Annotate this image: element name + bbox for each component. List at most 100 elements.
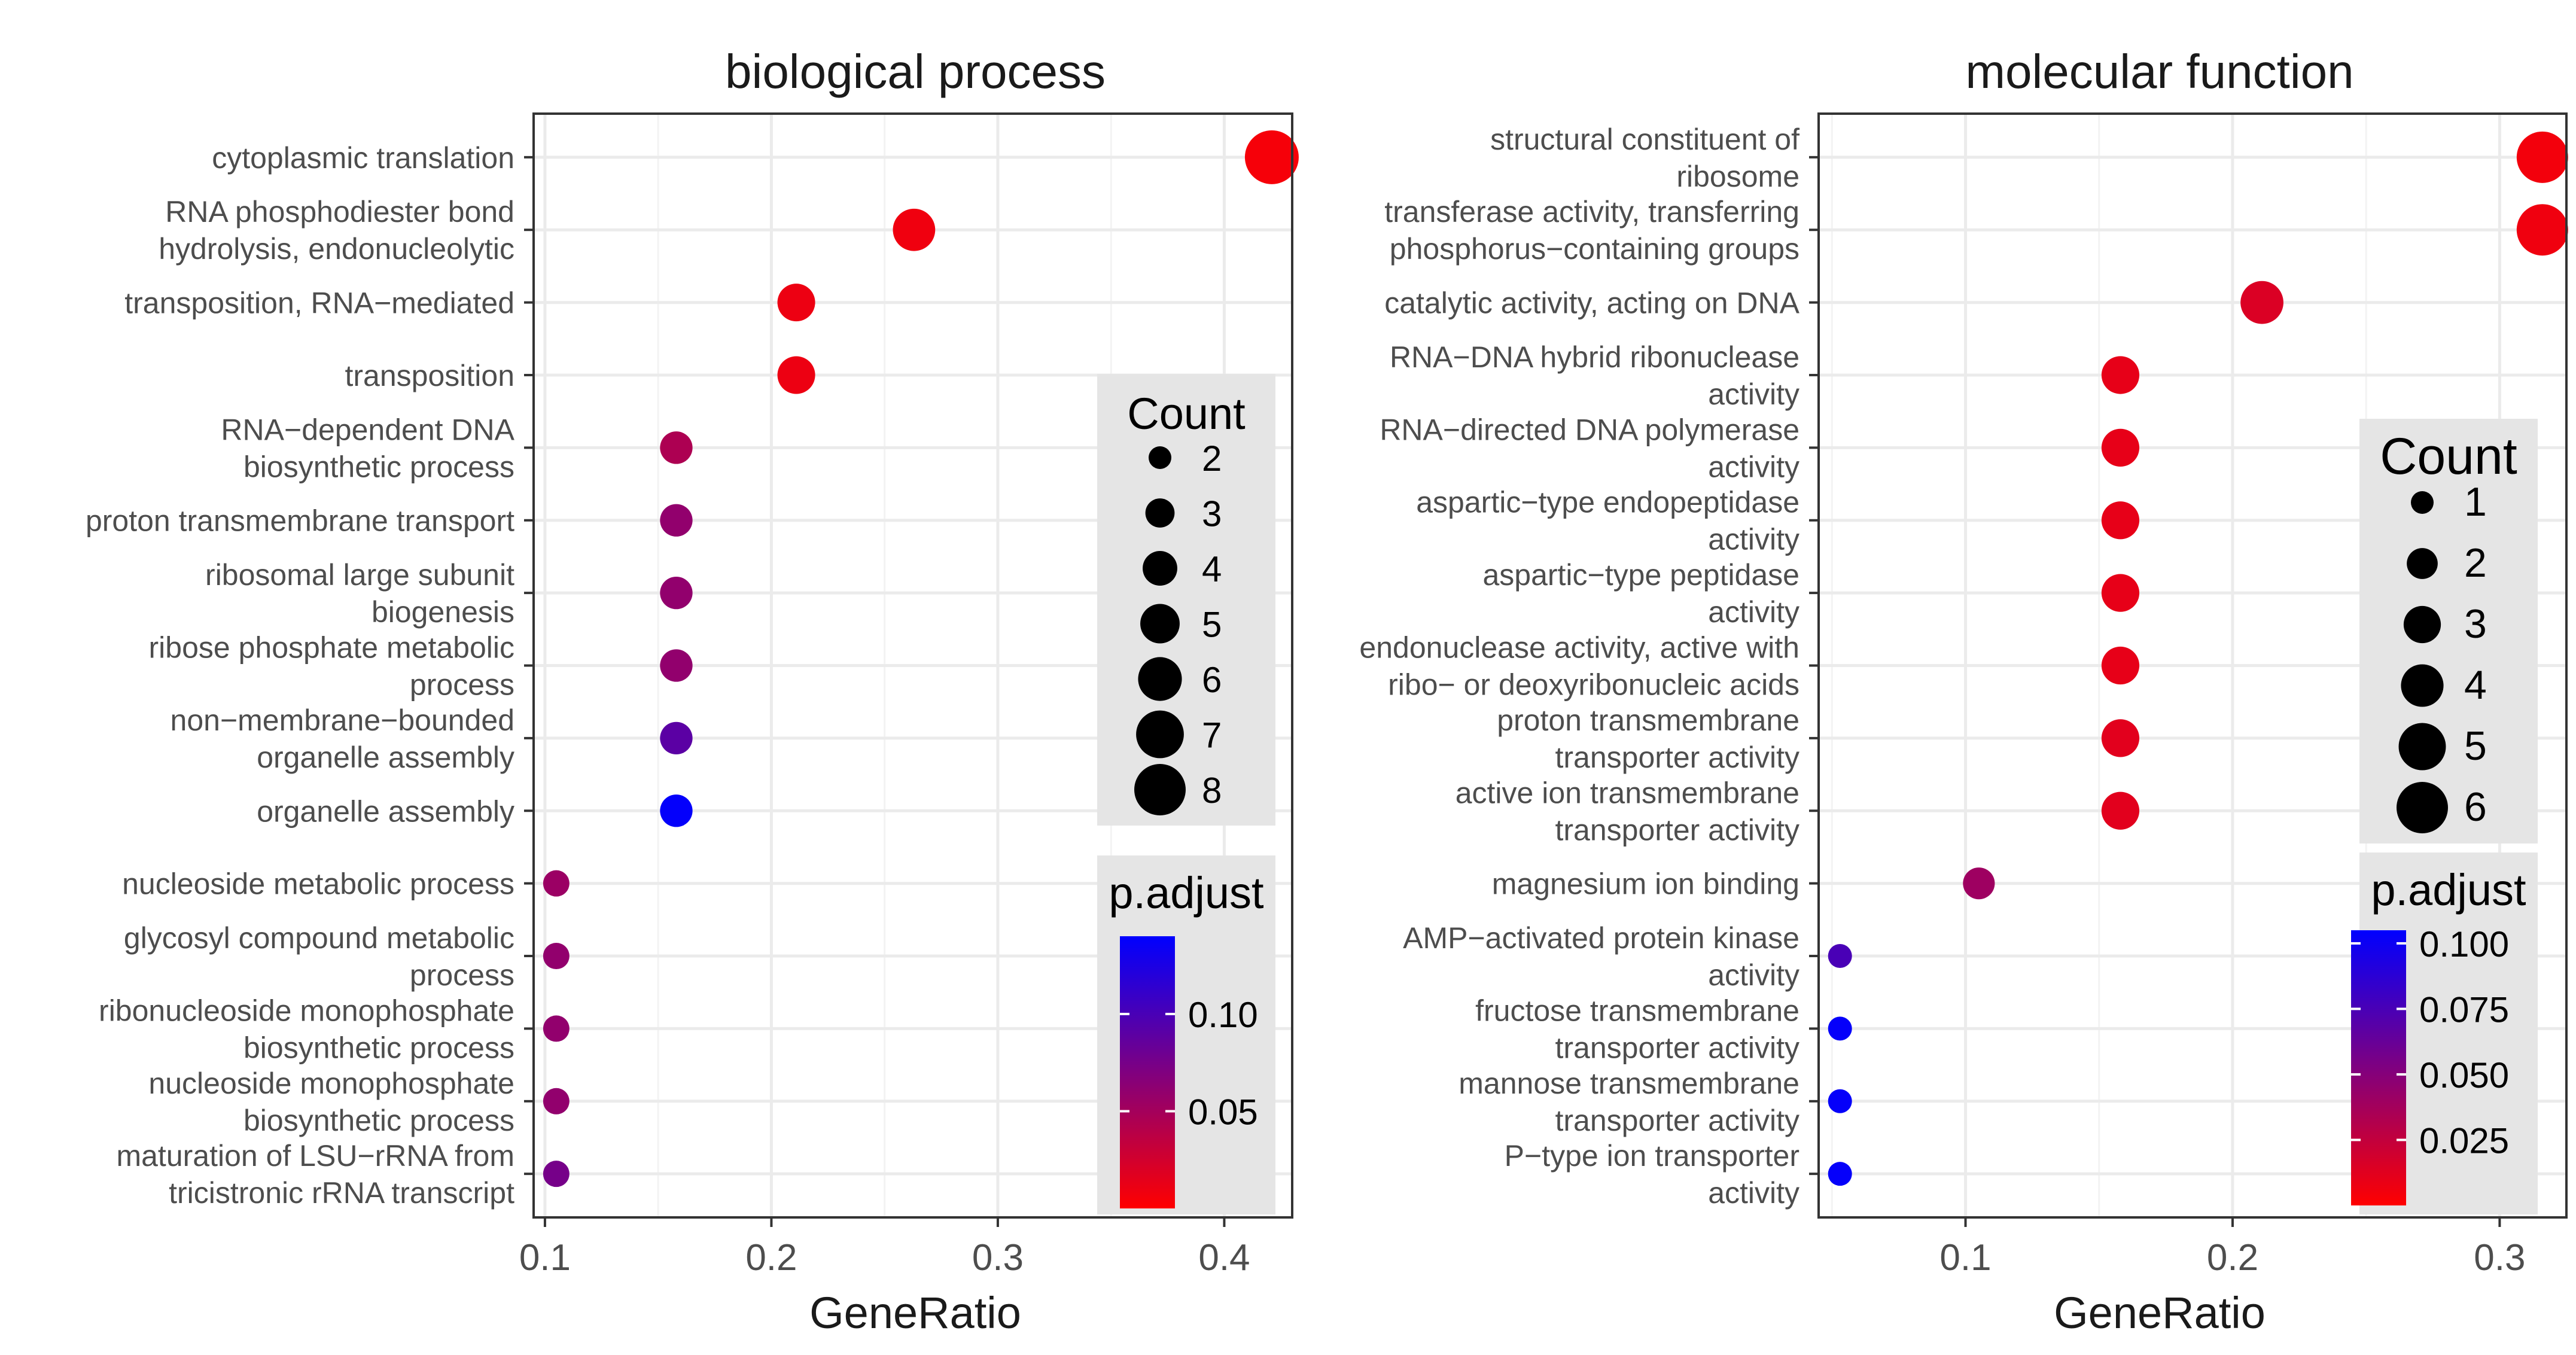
- y-tick-label: RNA−directed DNA polymerase activity: [1380, 413, 1799, 483]
- data-point: [543, 1015, 570, 1042]
- y-tick-label: transferase activity, transferring phosph…: [1384, 195, 1799, 266]
- count-legend-dot: [1143, 551, 1177, 586]
- padjust-colorbar: [2351, 930, 2406, 1205]
- y-tick-label: nucleoside monophosphate biosynthetic pro…: [148, 1067, 514, 1137]
- y-tick-label: RNA−DNA hybrid ribonuclease activity: [1390, 340, 1799, 411]
- data-point: [660, 431, 693, 464]
- count-legend-label: 6: [2464, 784, 2487, 830]
- y-tick-label: transposition: [345, 359, 515, 392]
- padjust-tick-label: 0.10: [1188, 995, 1258, 1035]
- y-axis: cytoplasmic translation RNA phosphodieste…: [86, 141, 534, 1210]
- y-tick-label: P−type ion transporter activity: [1505, 1139, 1799, 1210]
- y-tick-label: magnesium ion binding: [1492, 867, 1799, 901]
- count-legend-label: 1: [2464, 479, 2487, 525]
- count-legend-label: 2: [1202, 439, 1222, 479]
- y-tick-label: cytoplasmic translation: [212, 141, 514, 175]
- y-tick-label: proton transmembrane transport: [86, 504, 514, 538]
- chart-title: biological process: [725, 45, 1106, 98]
- y-tick-label: ribosomal large subunit biogenesis: [205, 558, 514, 629]
- x-tick-label: 0.1: [1939, 1237, 1991, 1278]
- data-point: [2101, 356, 2140, 394]
- data-point: [660, 649, 693, 682]
- data-point: [893, 208, 936, 251]
- data-point: [660, 794, 693, 827]
- x-axis-label: GeneRatio: [2054, 1288, 2266, 1338]
- count-legend-dot: [1134, 764, 1186, 815]
- x-axis-label: GeneRatio: [809, 1288, 1021, 1338]
- padjust-tick-label: 0.025: [2419, 1120, 2509, 1161]
- y-tick-label: active ion transmembrane transporter acti…: [1456, 776, 1799, 847]
- count-legend-dot: [2403, 605, 2441, 644]
- y-tick-label: fructose transmembrane transporter activi…: [1475, 994, 1799, 1064]
- y-tick-label: mannose transmembrane transporter activit…: [1458, 1067, 1799, 1137]
- count-legend-dot: [1140, 604, 1180, 644]
- x-tick-label: 0.1: [519, 1237, 571, 1278]
- data-point: [2101, 646, 2140, 685]
- count-legend-dot: [1149, 446, 1171, 469]
- padjust-legend-title: p.adjust: [2371, 865, 2526, 915]
- data-point: [2101, 574, 2140, 612]
- data-point: [660, 576, 693, 610]
- y-tick-label: maturation of LSU−rRNA from tricistronic …: [116, 1139, 514, 1210]
- count-legend-label: 3: [2464, 601, 2487, 647]
- data-point: [2101, 501, 2140, 540]
- y-tick-label: structural constituent of ribosome: [1490, 123, 1799, 193]
- data-point: [1828, 1162, 1852, 1186]
- data-point: [1244, 130, 1299, 184]
- data-point: [660, 504, 693, 537]
- data-point: [2101, 719, 2140, 757]
- x-tick-label: 0.4: [1198, 1237, 1250, 1278]
- data-point: [543, 1161, 570, 1187]
- padjust-tick-label: 0.100: [2419, 924, 2509, 964]
- x-tick-label: 0.3: [972, 1237, 1024, 1278]
- padjust-legend-title: p.adjust: [1109, 868, 1264, 918]
- count-legend-title: Count: [2380, 428, 2517, 485]
- y-tick-label: non−membrane−bounded organelle assembly: [170, 704, 514, 774]
- x-axis: 0.1 0.2 0.3: [1939, 1217, 2525, 1278]
- count-legend-label: 5: [2464, 723, 2487, 769]
- count-legend-label: 7: [1202, 715, 1222, 756]
- y-tick-label: endonuclease activity, active with ribo− …: [1359, 631, 1799, 702]
- data-point: [2516, 131, 2568, 183]
- count-legend-label: 8: [1202, 771, 1222, 811]
- x-tick-label: 0.2: [745, 1237, 797, 1278]
- y-tick-label: AMP−activated protein kinase activity: [1403, 921, 1799, 992]
- chart-title: molecular function: [1965, 45, 2353, 98]
- data-point: [777, 284, 815, 322]
- count-legend-box: [2359, 419, 2538, 844]
- y-tick-label: transposition, RNA−mediated: [124, 287, 514, 320]
- data-point: [1828, 944, 1852, 969]
- count-legend-label: 5: [1202, 605, 1222, 645]
- padjust-tick-label: 0.050: [2419, 1055, 2509, 1095]
- y-tick-label: glycosyl compound metabolic process: [124, 921, 514, 992]
- data-point: [2101, 791, 2140, 830]
- count-legend-dot: [2411, 491, 2434, 514]
- y-axis: structural constituent of ribosometransfe…: [1359, 123, 1819, 1210]
- y-tick-label: RNA−dependent DNA biosynthetic process: [221, 413, 514, 483]
- data-point: [2101, 428, 2140, 467]
- count-legend-label: 3: [1202, 494, 1222, 534]
- count-legend-dot: [2398, 723, 2446, 771]
- data-point: [777, 356, 815, 394]
- count-legend-dot: [2401, 664, 2444, 707]
- count-legend-label: 2: [2464, 540, 2487, 586]
- count-legend-dot: [1138, 657, 1182, 701]
- data-point: [543, 1088, 570, 1115]
- y-tick-label: ribonucleoside monophosphate biosynthetic…: [99, 994, 514, 1064]
- y-tick-label: RNA phosphodiester bond hydrolysis, endon…: [159, 195, 514, 266]
- y-tick-label: aspartic−type endopeptidase activity: [1416, 486, 1799, 556]
- data-point: [1828, 1089, 1852, 1113]
- data-point: [543, 943, 570, 970]
- count-legend-label: 4: [1202, 549, 1222, 589]
- count-legend-box: [1097, 374, 1275, 826]
- y-tick-label: proton transmembrane transporter activity: [1497, 704, 1799, 774]
- padjust-tick-label: 0.05: [1188, 1092, 1258, 1132]
- y-tick-label: catalytic activity, acting on DNA: [1384, 287, 1799, 320]
- data-points: [1828, 131, 2568, 1186]
- y-tick-label: nucleoside metabolic process: [122, 867, 514, 901]
- x-tick-label: 0.3: [2474, 1237, 2525, 1278]
- y-tick-label: aspartic−type peptidase activity: [1482, 558, 1799, 629]
- data-point: [660, 721, 693, 755]
- count-legend-dot: [2407, 548, 2438, 579]
